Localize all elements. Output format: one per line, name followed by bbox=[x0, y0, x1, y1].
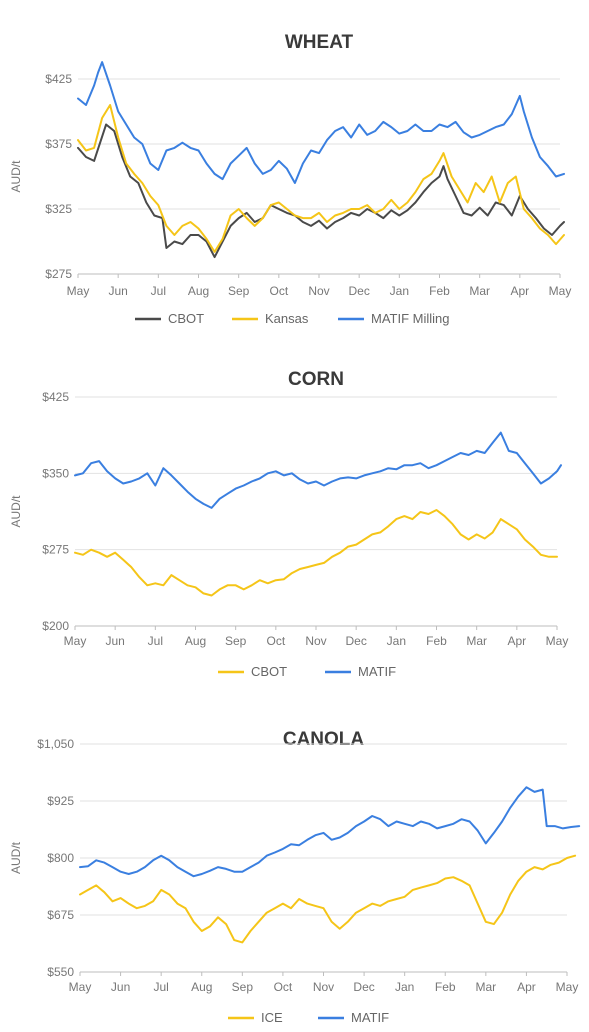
x-tick-label: May bbox=[69, 980, 92, 994]
x-tick-label: Sep bbox=[232, 980, 254, 994]
y-axis-label: AUD/t bbox=[9, 495, 23, 528]
x-tick-label: Nov bbox=[308, 284, 329, 298]
x-tick-label: Jul bbox=[151, 284, 166, 298]
x-tick-label: Aug bbox=[191, 980, 212, 994]
x-tick-label: Apr bbox=[517, 980, 536, 994]
chart-canola: CANOLA $550 $675 $800 $925 $1,050 AUD/t May Jun J… bbox=[9, 729, 581, 1025]
x-tick-label: Feb bbox=[435, 980, 456, 994]
y-tick-label: $425 bbox=[42, 390, 69, 404]
x-tick-label: Jun bbox=[111, 980, 130, 994]
legend-label: CBOT bbox=[251, 664, 287, 679]
series-line-matif bbox=[79, 786, 581, 878]
y-tick-label: $425 bbox=[45, 72, 72, 86]
legend-label: Kansas bbox=[265, 311, 309, 326]
x-tick-label: Jul bbox=[153, 980, 168, 994]
x-tick-label: Nov bbox=[313, 980, 334, 994]
x-tick-label: Mar bbox=[469, 284, 490, 298]
x-tick-label: Sep bbox=[228, 284, 250, 298]
x-tick-label: Nov bbox=[305, 634, 326, 648]
x-tick-label: Mar bbox=[466, 634, 487, 648]
y-axis-label: AUD/t bbox=[9, 841, 23, 874]
legend-label: MATIF bbox=[358, 664, 396, 679]
x-tick-label: Oct bbox=[274, 980, 293, 994]
y-tick-label: $325 bbox=[45, 202, 72, 216]
x-tick-label: May bbox=[556, 980, 579, 994]
x-tick-label: Apr bbox=[507, 634, 526, 648]
x-tick-label: Sep bbox=[225, 634, 247, 648]
series-line-cbot bbox=[74, 509, 558, 597]
y-tick-label: $200 bbox=[42, 619, 69, 633]
series-line-ice bbox=[79, 854, 577, 944]
y-tick-label: $275 bbox=[45, 267, 72, 281]
x-tick-label: Dec bbox=[345, 634, 366, 648]
x-tick-label: May bbox=[549, 284, 572, 298]
x-tick-label: Apr bbox=[510, 284, 529, 298]
x-tick-label: Jun bbox=[105, 634, 124, 648]
x-tick-label: Oct bbox=[266, 634, 285, 648]
x-tick-label: Jun bbox=[108, 284, 127, 298]
x-tick-label: Feb bbox=[426, 634, 447, 648]
series-line-cbot bbox=[77, 123, 565, 259]
y-tick-label: $1,050 bbox=[37, 737, 74, 751]
series-line-matif-milling bbox=[77, 61, 565, 184]
chart-corn: CORN $200 $275 $350 $425 AUD/t May Jun Jul Aug Sep… bbox=[9, 369, 568, 679]
x-tick-label: Aug bbox=[185, 634, 206, 648]
y-tick-label: $675 bbox=[47, 908, 74, 922]
x-tick-label: May bbox=[546, 634, 569, 648]
y-tick-label: $550 bbox=[47, 965, 74, 979]
x-tick-label: Dec bbox=[353, 980, 374, 994]
chart-wheat: WHEAT $275 $325 $375 $425 AUD/t May Jun Jul Aug Se… bbox=[9, 32, 571, 326]
x-tick-label: Mar bbox=[475, 980, 496, 994]
chart-title: CORN bbox=[288, 369, 344, 390]
legend-label: ICE bbox=[261, 1010, 283, 1025]
series-line-kansas bbox=[77, 104, 565, 253]
x-tick-label: Oct bbox=[269, 284, 288, 298]
y-tick-label: $350 bbox=[42, 466, 69, 480]
y-tick-label: $275 bbox=[42, 543, 69, 557]
x-tick-label: Aug bbox=[188, 284, 209, 298]
x-tick-label: Jul bbox=[148, 634, 163, 648]
y-axis-label: AUD/t bbox=[9, 160, 23, 193]
y-tick-label: $925 bbox=[47, 794, 74, 808]
series-line-matif bbox=[74, 431, 562, 509]
x-tick-label: Jan bbox=[395, 980, 414, 994]
legend-label: CBOT bbox=[168, 311, 204, 326]
chart-title: CANOLA bbox=[283, 729, 365, 750]
chart-title: WHEAT bbox=[285, 32, 354, 53]
x-tick-label: May bbox=[64, 634, 87, 648]
x-tick-label: Feb bbox=[429, 284, 450, 298]
x-tick-label: Jan bbox=[387, 634, 406, 648]
legend-label: MATIF Milling bbox=[371, 311, 449, 326]
legend-label: MATIF bbox=[351, 1010, 389, 1025]
x-tick-label: Dec bbox=[348, 284, 369, 298]
x-tick-label: May bbox=[67, 284, 90, 298]
y-tick-label: $375 bbox=[45, 137, 72, 151]
x-tick-label: Jan bbox=[390, 284, 409, 298]
y-tick-label: $800 bbox=[47, 851, 74, 865]
